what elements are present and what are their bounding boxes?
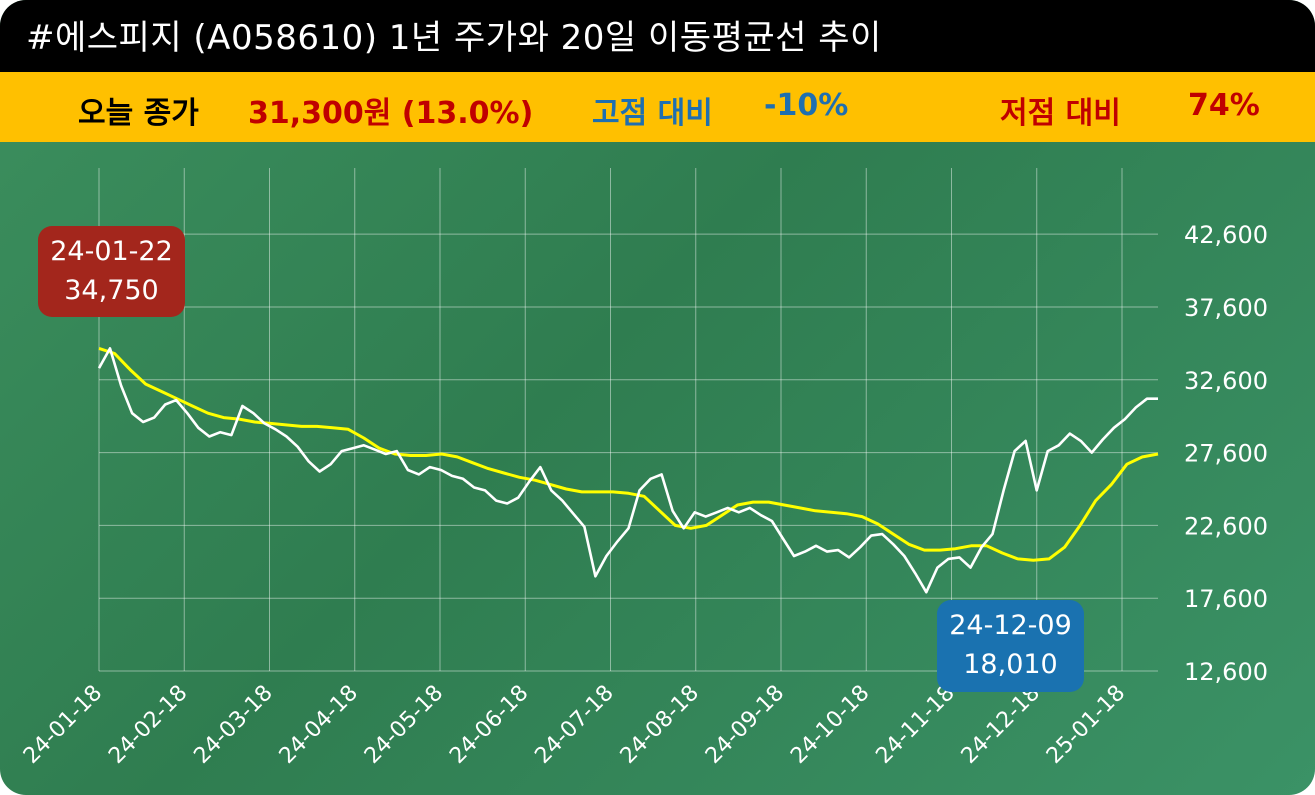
vs-low-label: 저점 대비: [1000, 96, 1121, 131]
price-chart: 12,600 17,600 22,600 27,600 32,600 37,600 42,6…: [19, 168, 1268, 769]
x-tick-label: 24-07-18: [530, 681, 618, 769]
y-tick-label: 17,600: [1184, 585, 1268, 613]
stats-bar: 오늘 종가 31,300원 (13.0%) 고점 대비 -10% 저점 대비 7…: [0, 72, 1315, 142]
y-tick-label: 37,600: [1184, 294, 1268, 322]
x-tick-label: 25-01-18: [1042, 681, 1130, 769]
high-callout: 24-01-22 34,750: [38, 226, 185, 317]
low-callout: 24-12-09 18,010: [937, 600, 1084, 692]
x-tick-label: 24-06-18: [445, 681, 533, 769]
y-tick-label: 42,600: [1184, 221, 1268, 249]
y-tick-label: 12,600: [1184, 658, 1268, 686]
x-tick-label: 24-03-18: [189, 681, 277, 769]
x-tick-label: 24-04-18: [275, 681, 363, 769]
x-tick-label: 24-09-18: [701, 681, 789, 769]
x-axis-ticks: 24-01-1824-02-1824-03-1824-04-1824-05-18…: [19, 681, 1130, 769]
y-tick-label: 32,600: [1184, 367, 1268, 395]
x-tick-label: 24-02-18: [104, 681, 192, 769]
vs-high-value: -10%: [764, 88, 849, 123]
x-tick-label: 24-05-18: [360, 681, 448, 769]
today-close-value: 31,300원 (13.0%): [248, 96, 534, 131]
x-tick-label: 24-11-18: [871, 681, 959, 769]
page-title: #에스피지 (A058610) 1년 주가와 20일 이동평균선 추이: [0, 0, 1315, 72]
x-tick-label: 24-01-18: [19, 681, 107, 769]
x-tick-label: 24-08-18: [616, 681, 704, 769]
x-tick-label: 24-12-18: [957, 681, 1045, 769]
price-line: [97, 347, 1158, 594]
vs-low-value: 74%: [1188, 88, 1260, 123]
grid-lines: [98, 168, 1158, 672]
y-tick-label: 27,600: [1184, 440, 1268, 468]
high-callout-date: 24-01-22: [50, 236, 173, 267]
y-tick-label: 22,600: [1184, 512, 1268, 540]
y-axis-ticks: 12,600 17,600 22,600 27,600 32,600 37,600 42,6…: [1184, 221, 1268, 686]
vs-high-label: 고점 대비: [592, 96, 713, 131]
low-callout-date: 24-12-09: [949, 610, 1072, 641]
x-tick-label: 24-10-18: [786, 681, 874, 769]
high-callout-price: 34,750: [64, 275, 159, 306]
low-callout-price: 18,010: [963, 649, 1058, 680]
today-close-label: 오늘 종가: [78, 96, 199, 131]
